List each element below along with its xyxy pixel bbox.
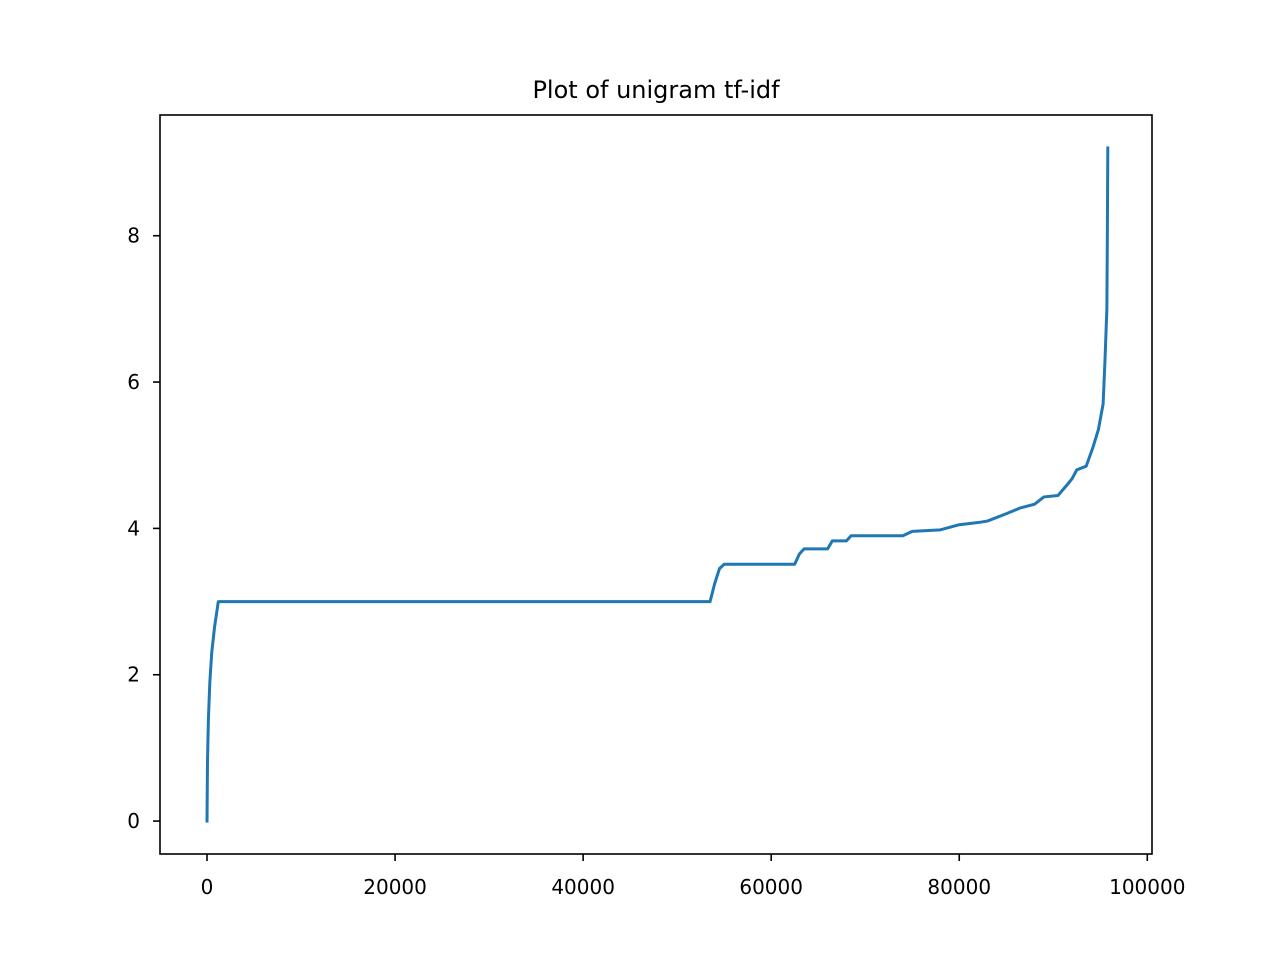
y-tick-label: 2 [127, 663, 140, 687]
x-tick-label: 0 [201, 875, 214, 899]
y-tick-label: 6 [127, 370, 140, 394]
y-tick-label: 0 [127, 809, 140, 833]
axes-frame [159, 114, 1153, 855]
x-tick-label: 60000 [739, 875, 803, 899]
series-line-0 [205, 146, 1110, 823]
chart-title: Plot of unigram tf-idf [532, 76, 780, 104]
y-tick-label: 8 [127, 224, 140, 248]
x-tick-label: 40000 [551, 875, 615, 899]
y-tick-label: 4 [127, 516, 140, 540]
x-tick-label: 80000 [927, 875, 991, 899]
x-tick-label: 20000 [363, 875, 427, 899]
plot-area: 0 20000 40000 60000 80000 100000 0 2 4 6 8 [127, 114, 1185, 899]
x-tick-label: 100000 [1109, 875, 1185, 899]
